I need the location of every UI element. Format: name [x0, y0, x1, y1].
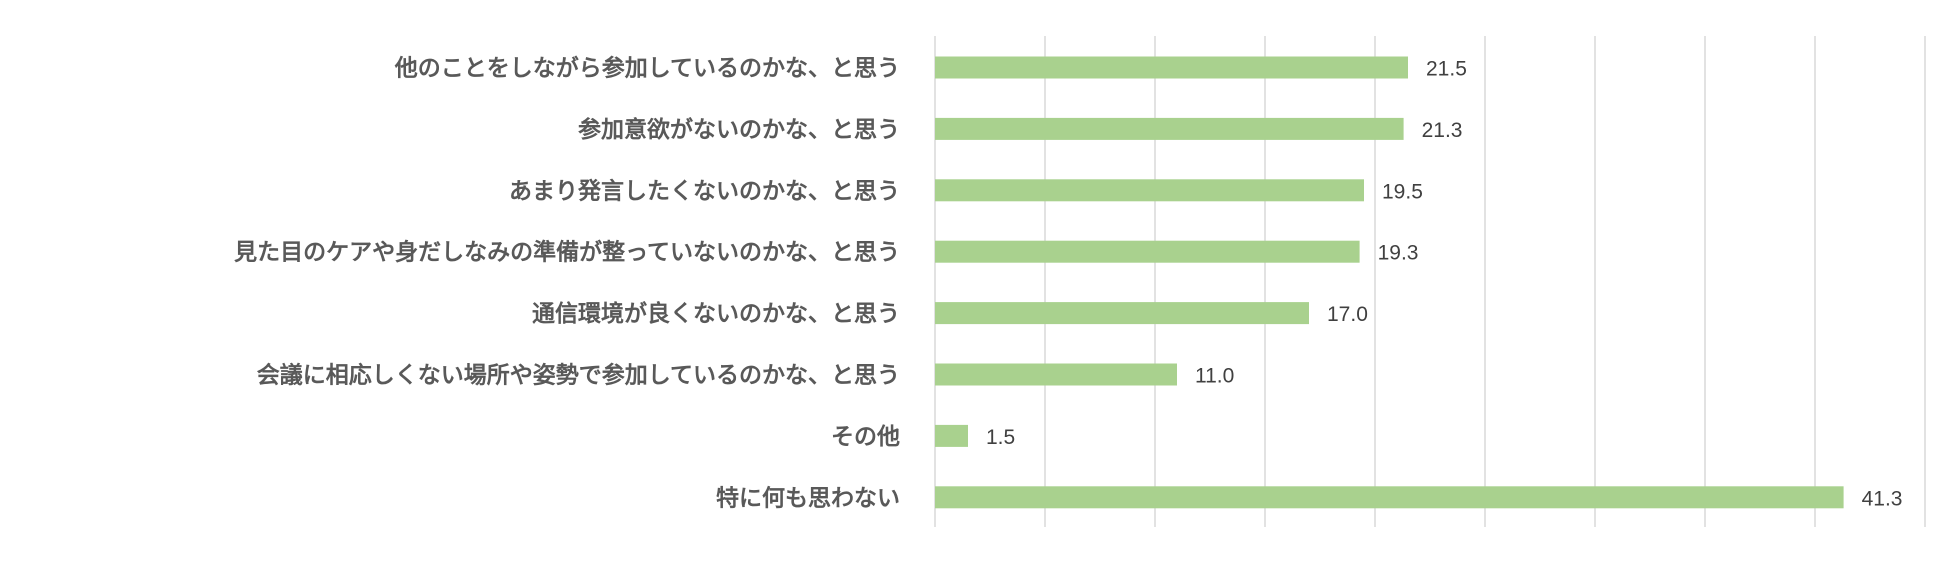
data-label: 19.3: [1378, 242, 1419, 265]
bar: [935, 117, 1404, 140]
data-label: 19.5: [1382, 180, 1423, 203]
category-label: その他: [831, 424, 900, 450]
category-label: 通信環境が良くないのかな、と思う: [532, 300, 900, 327]
bars: [935, 56, 1844, 509]
data-label: 17.0: [1327, 303, 1368, 326]
category-label: 見た目のケアや身だしなみの準備が整っていないのかな、と思う: [234, 239, 900, 266]
bar: [935, 363, 1177, 386]
category-label: 特に何も思わない: [716, 485, 900, 511]
category-label: 参加意欲がないのかな、と思う: [578, 116, 900, 143]
data-label: 1.5: [986, 426, 1015, 449]
data-label: 21.3: [1422, 119, 1463, 142]
category-label: 他のことをしながら参加しているのかな、と思う: [394, 55, 900, 82]
bar: [935, 486, 1844, 509]
category-labels: 他のことをしながら参加しているのかな、と思う参加意欲がないのかな、と思うあまり発…: [234, 55, 900, 512]
bar: [935, 302, 1309, 325]
data-labels: 21.5 21.3 19.5 19.3 17.0 11.0 1.5 41.3: [986, 58, 1902, 511]
bar: [935, 424, 968, 447]
data-label: 11.0: [1195, 365, 1234, 388]
data-label: 41.3: [1862, 487, 1903, 510]
category-label: あまり発言したくないのかな、と思う: [509, 177, 900, 204]
bar: [935, 240, 1360, 263]
gridlines: [934, 36, 1926, 527]
bar: [935, 56, 1408, 79]
category-label: 会議に相応しくない場所や姿勢で参加しているのかな、と思う: [257, 362, 900, 389]
bar: [935, 179, 1364, 202]
data-label: 21.5: [1426, 58, 1467, 81]
